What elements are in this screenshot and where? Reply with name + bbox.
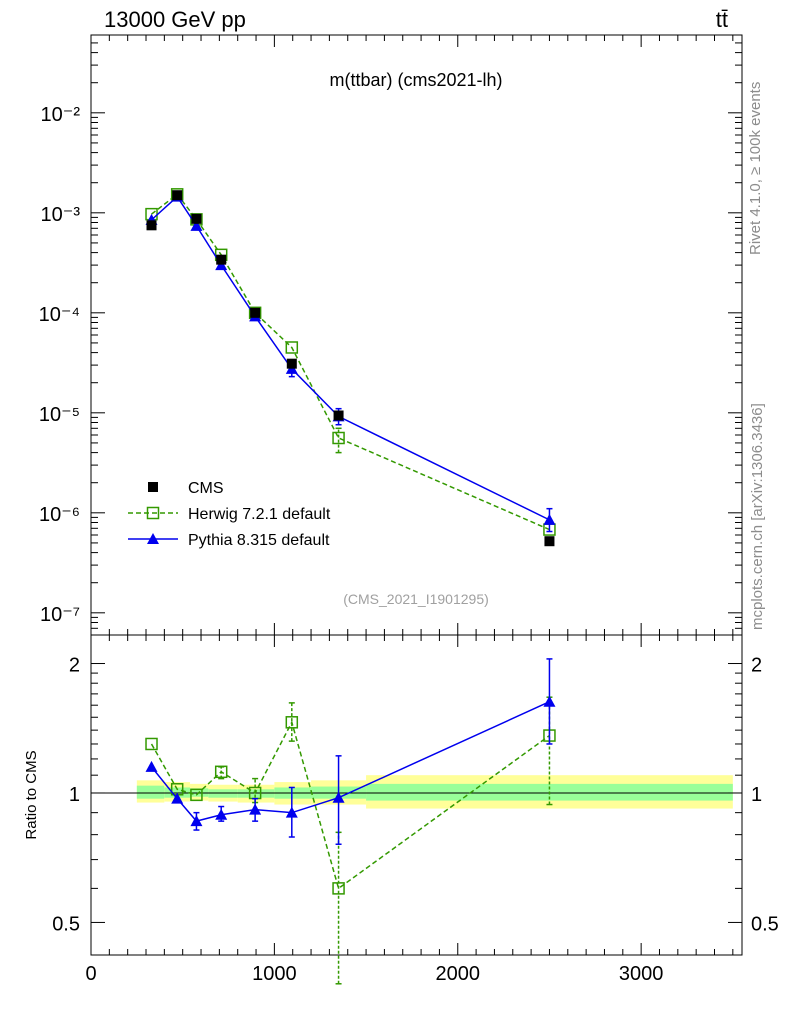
ratio-series: [145, 658, 556, 985]
data-point: [216, 254, 227, 265]
data-point: [190, 219, 203, 231]
y-tick-label: 10⁻⁵: [39, 404, 80, 426]
x-tick-label: 0: [85, 963, 96, 985]
ratio-point: [249, 803, 262, 815]
data-point: [191, 213, 202, 224]
data-point: [146, 220, 157, 231]
ratio-plot-frame: [90, 634, 743, 956]
ratio-y-tick-label: 0.5: [52, 913, 80, 935]
ratio-point: [145, 737, 158, 751]
legend-label: Pythia 8.315 default: [188, 532, 330, 549]
ratio-point: [332, 791, 345, 803]
x-tick-label: 3000: [619, 963, 664, 985]
legend-marker: [148, 482, 158, 492]
data-point: [332, 431, 345, 445]
band-green: [136, 785, 165, 799]
y-tick-label: 10⁻⁷: [40, 604, 80, 626]
ratio-line-0: [150, 720, 550, 890]
ratio-ylabel: Ratio to CMS: [23, 750, 40, 839]
x-tick-label: 1000: [252, 963, 297, 985]
mcplots-label: mcplots.cern.ch [arXiv:1306.3436]: [749, 403, 766, 630]
legend: CMS Herwig 7.2.1 default Pythia 8.315 defa…: [128, 480, 331, 549]
data-point: [250, 307, 261, 318]
data-point: [172, 190, 183, 201]
ratio-y-tick-label-right: 1: [751, 784, 762, 806]
energy-label: 13000 GeV pp: [104, 7, 246, 32]
y-tick-label: 10⁻⁴: [39, 304, 80, 326]
main-series: [145, 188, 556, 547]
ratio-point: [171, 792, 184, 804]
y-tick-label: 10⁻³: [41, 204, 81, 226]
data-point: [544, 536, 555, 547]
ratio-bands: [91, 775, 742, 809]
analysis-watermark: (CMS_2021_I1901295): [343, 591, 489, 607]
data-point: [333, 410, 344, 421]
ratio-point: [285, 716, 299, 729]
ratio-point: [190, 788, 203, 802]
data-point: [286, 358, 297, 369]
legend-marker: [146, 506, 160, 520]
series-line-1: [151, 193, 550, 531]
ratio-point: [190, 815, 203, 827]
band-green: [237, 789, 275, 798]
ratio-point: [215, 808, 228, 820]
ratio-y-tick-label-right: 2: [751, 655, 762, 677]
legend-label: CMS: [188, 480, 224, 497]
y-tick-label: 10⁻⁶: [39, 504, 80, 526]
legend-label: Herwig 7.2.1 default: [188, 506, 331, 523]
ratio-point: [145, 760, 158, 772]
band-green: [208, 789, 238, 798]
ratio-y-tick-label: 2: [69, 655, 80, 677]
series-line-2: [151, 195, 550, 521]
ratio-point: [543, 695, 556, 707]
axes: 0 1000 2000 3000 10⁻⁷ 10⁻⁶ 10⁻⁵ 10⁻⁴ 10⁻³ 10⁻² 0.5…: [39, 34, 779, 985]
rivet-label: Rivet 4.1.0, ≥ 100k events: [747, 82, 764, 255]
x-tick-label: 2000: [436, 963, 481, 985]
plot-title: m(ttbar) (cms2021-lh): [329, 70, 502, 90]
ratio-y-tick-label-right: 0.5: [751, 913, 779, 935]
data-point: [543, 513, 556, 525]
ratio-point: [332, 882, 345, 895]
ratio-y-tick-label: 1: [69, 784, 80, 806]
process-label: tt̄: [716, 7, 728, 32]
ratio-point: [214, 765, 228, 779]
legend-marker: [147, 533, 159, 544]
ratio-point: [285, 806, 298, 818]
data-point: [285, 341, 299, 354]
y-tick-label: 10⁻²: [41, 104, 81, 126]
